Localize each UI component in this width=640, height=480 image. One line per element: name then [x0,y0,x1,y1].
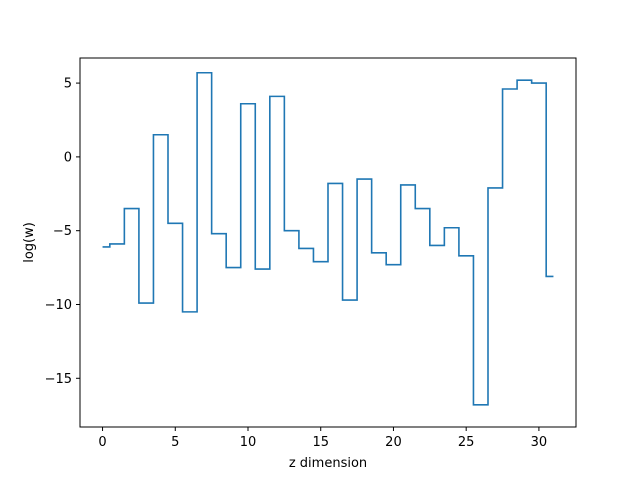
x-tick-label: 0 [98,435,106,450]
y-tick-label: −15 [45,372,72,387]
y-tick-label: 0 [64,150,72,165]
y-tick-label: 5 [64,77,72,92]
x-axis-ticks: 0 5 10 15 20 25 30 [98,427,547,450]
series-line [102,71,554,406]
x-tick-label: 5 [171,435,179,450]
y-tick-label: −5 [53,224,72,239]
x-tick-label: 30 [531,435,548,450]
plot-area [102,71,554,406]
x-axis-label: z dimension [289,456,367,471]
x-tick-label: 10 [240,435,257,450]
y-tick-label: −10 [45,298,72,313]
y-axis-ticks: 5 0 −5 −10 −15 [45,77,80,387]
x-tick-label: 15 [312,435,329,450]
y-axis-label: log(w) [22,222,37,263]
x-tick-label: 20 [385,435,402,450]
x-tick-label: 25 [458,435,475,450]
axes-frame [79,57,577,428]
